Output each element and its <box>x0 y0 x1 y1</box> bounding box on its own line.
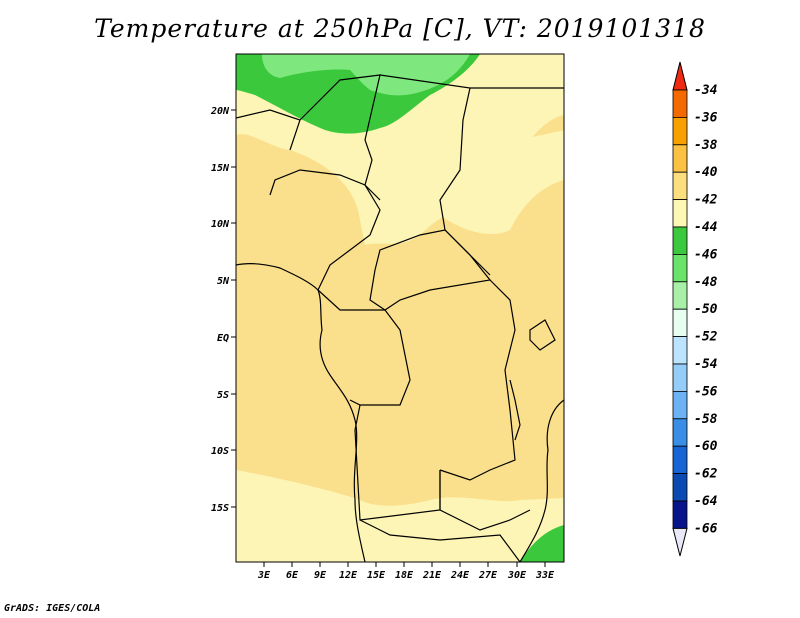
colorbar-swatch-4 <box>672 199 688 228</box>
colorbar: -34 -36 -38 -40 -42 -44 -46 -48 -50 -52 … <box>672 61 718 557</box>
lat-label-10s: 10S <box>211 446 229 457</box>
colorbar-swatch-0 <box>672 89 688 118</box>
lat-label-20n: 20N <box>210 106 230 117</box>
border-drc-east <box>439 279 516 481</box>
map-frame <box>235 53 565 563</box>
field-green-se <box>520 525 564 562</box>
colorbar-swatch-3 <box>672 171 688 200</box>
lake-victoria <box>529 319 556 351</box>
colorbar-label: -60 <box>694 439 718 454</box>
border-car <box>369 229 492 311</box>
lon-axis: 3E 6E 9E 12E 15E 18E 21E 24E 27E 30E 33E <box>257 562 555 581</box>
lon-label-9e: 9E <box>314 570 327 581</box>
colorbar-swatch-7 <box>672 281 688 310</box>
colorbar-top-arrow <box>672 61 688 91</box>
lat-axis: 20N 15N 10N 5N EQ 5S 10S 15S <box>210 106 236 514</box>
map-title: Temperature at 250hPa [C], VT: 201910131… <box>94 14 706 43</box>
lat-label-5n: 5N <box>217 276 230 287</box>
colorbar-swatch-12 <box>672 418 688 447</box>
colorbar-swatch-13 <box>672 445 688 475</box>
coastline-east <box>519 399 564 562</box>
colorbar-swatch-1 <box>672 117 688 146</box>
border-nigeria <box>269 169 381 291</box>
colorbar-swatch-2 <box>672 144 688 173</box>
colorbar-swatch-14 <box>672 473 688 502</box>
colorbar-label: -42 <box>694 193 718 208</box>
border-drc <box>349 309 411 406</box>
border-south <box>359 519 521 562</box>
colorbar-label: -56 <box>694 384 718 399</box>
border-zambia <box>439 470 531 531</box>
field-pale-east <box>430 130 564 235</box>
lon-label-24e: 24E <box>450 570 470 581</box>
lat-label-5s: 5S <box>217 390 229 401</box>
lon-label-21e: 21E <box>422 570 442 581</box>
lat-label-15s: 15S <box>211 503 229 514</box>
temperature-field <box>236 54 564 562</box>
lon-label-12e: 12E <box>339 570 358 581</box>
lon-label-6e: 6E <box>286 570 299 581</box>
country-borders <box>236 74 564 562</box>
colorbar-label: -58 <box>694 412 718 427</box>
lon-label-18e: 18E <box>395 570 414 581</box>
border-sahara-west <box>236 109 301 151</box>
border-cameroon-congo <box>317 289 385 311</box>
colorbar-label: -40 <box>694 165 718 180</box>
lon-label-33e: 33E <box>535 570 555 581</box>
credit-label: GrADS: IGES/COLA <box>4 603 101 614</box>
colorbar-label: -34 <box>694 83 718 98</box>
colorbar-swatch-10 <box>672 363 688 392</box>
coastline-west <box>236 262 366 562</box>
colorbar-label: -54 <box>694 357 718 372</box>
colorbar-label: -52 <box>694 330 718 345</box>
colorbar-swatch-9 <box>672 336 688 365</box>
lon-label-15e: 15E <box>367 570 386 581</box>
colorbar-label: -64 <box>694 494 718 509</box>
colorbar-label: -50 <box>694 302 718 317</box>
lake-tanganyika <box>509 379 521 441</box>
colorbar-bottom-arrow <box>672 527 688 557</box>
lon-label-3e: 3E <box>257 570 271 581</box>
lat-label-15n: 15N <box>211 163 230 174</box>
colorbar-label: -46 <box>694 247 718 262</box>
colorbar-label: -62 <box>694 467 718 482</box>
colorbar-swatch-5 <box>672 226 688 255</box>
colorbar-label: -36 <box>694 110 718 125</box>
colorbar-swatch-11 <box>672 390 688 420</box>
colorbar-label: -44 <box>694 220 718 235</box>
colorbar-swatch-8 <box>672 308 688 338</box>
lon-label-30e: 30E <box>507 570 527 581</box>
lon-label-27e: 27E <box>478 570 498 581</box>
lat-label-eq: EQ <box>217 333 229 344</box>
colorbar-label: -66 <box>694 521 718 536</box>
field-light-green <box>262 54 470 96</box>
colorbar-swatch-15 <box>672 500 688 529</box>
field-pale-south <box>236 470 564 562</box>
colorbar-label: -38 <box>694 138 718 153</box>
colorbar-swatch-6 <box>672 253 688 283</box>
colorbar-label: -48 <box>694 275 718 290</box>
lat-label-10n: 10N <box>211 219 230 230</box>
